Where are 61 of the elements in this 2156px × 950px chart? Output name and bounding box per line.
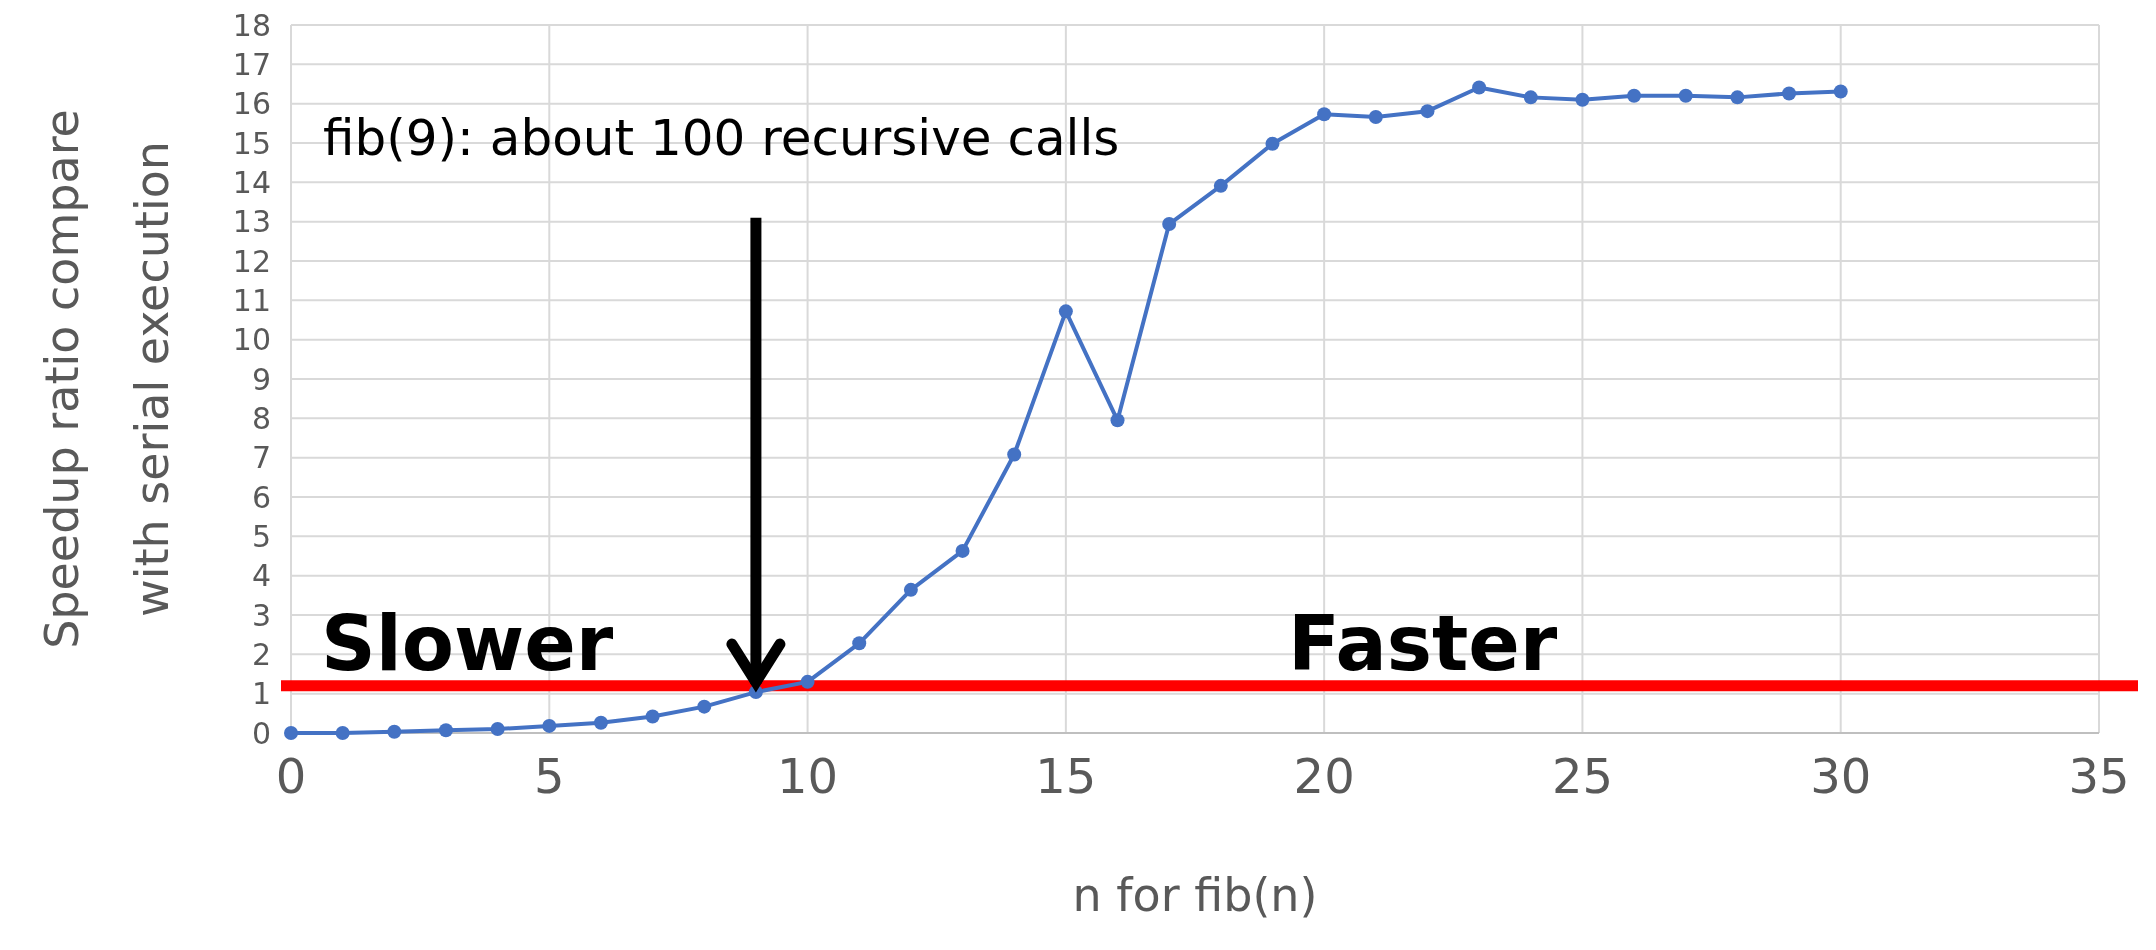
x-tick-label: 10: [777, 748, 839, 804]
point: [800, 674, 815, 689]
annotation: Slower: [321, 599, 614, 689]
point: [1833, 84, 1848, 99]
x-tick-label: 15: [1035, 748, 1097, 804]
point: [1007, 447, 1022, 462]
x-tick-label: 35: [2068, 748, 2130, 804]
y-tick-label: 8: [251, 400, 271, 436]
point: [1058, 304, 1073, 319]
point: [593, 715, 608, 730]
point: [903, 582, 918, 597]
y-tick-label: 0: [251, 715, 271, 751]
y-tick-label: 15: [232, 125, 271, 161]
point: [1317, 107, 1332, 122]
point: [1627, 88, 1642, 103]
y-tick-label: 11: [232, 282, 271, 318]
point: [1213, 178, 1228, 193]
point: [1575, 92, 1590, 107]
point: [335, 726, 350, 740]
x-tick-label: 25: [1551, 748, 1613, 804]
y-tick-label: 18: [232, 7, 271, 43]
y-tick-label: 2: [251, 636, 271, 672]
y-tick-label: 14: [232, 164, 271, 200]
point: [1472, 80, 1487, 95]
point: [284, 726, 298, 740]
point: [852, 636, 867, 651]
point: [438, 723, 453, 738]
y-tick-label: 1: [251, 676, 271, 712]
y-axis-title: Speedup ratio compare with serial execution: [35, 109, 179, 649]
y-tick-label: 4: [251, 558, 271, 594]
y-tick-label: 5: [251, 518, 271, 554]
point: [1265, 136, 1280, 151]
point: [1782, 86, 1797, 101]
y-tick-label: 9: [251, 361, 271, 397]
point: [697, 699, 712, 714]
point: [542, 718, 557, 733]
x-tick-label: 5: [534, 748, 565, 804]
annotation: fib(9): about 100 recursive calls: [323, 108, 1120, 167]
point: [1730, 90, 1745, 105]
point: [387, 724, 402, 739]
x-tick-label: 30: [1810, 748, 1872, 804]
point: [1368, 110, 1383, 125]
point: [955, 543, 970, 558]
point: [1523, 90, 1538, 105]
x-axis-title: n for fib(n): [1072, 868, 1318, 922]
y-tick-label: 13: [232, 204, 271, 240]
point: [645, 709, 660, 724]
y-tick-label: 17: [232, 46, 271, 82]
y-tick-label: 7: [251, 440, 271, 476]
y-tick-label: 6: [251, 479, 271, 515]
point: [1162, 217, 1177, 232]
y-tick-label: 16: [232, 86, 271, 122]
point: [1678, 88, 1693, 103]
annotation: Faster: [1287, 599, 1558, 689]
y-tick-label: 10: [232, 322, 271, 358]
point: [1420, 104, 1435, 119]
point: [490, 722, 505, 737]
y-tick-label: 3: [251, 597, 271, 633]
point: [1110, 413, 1125, 428]
y-tick-label: 12: [232, 243, 271, 279]
x-tick-label: 20: [1293, 748, 1355, 804]
